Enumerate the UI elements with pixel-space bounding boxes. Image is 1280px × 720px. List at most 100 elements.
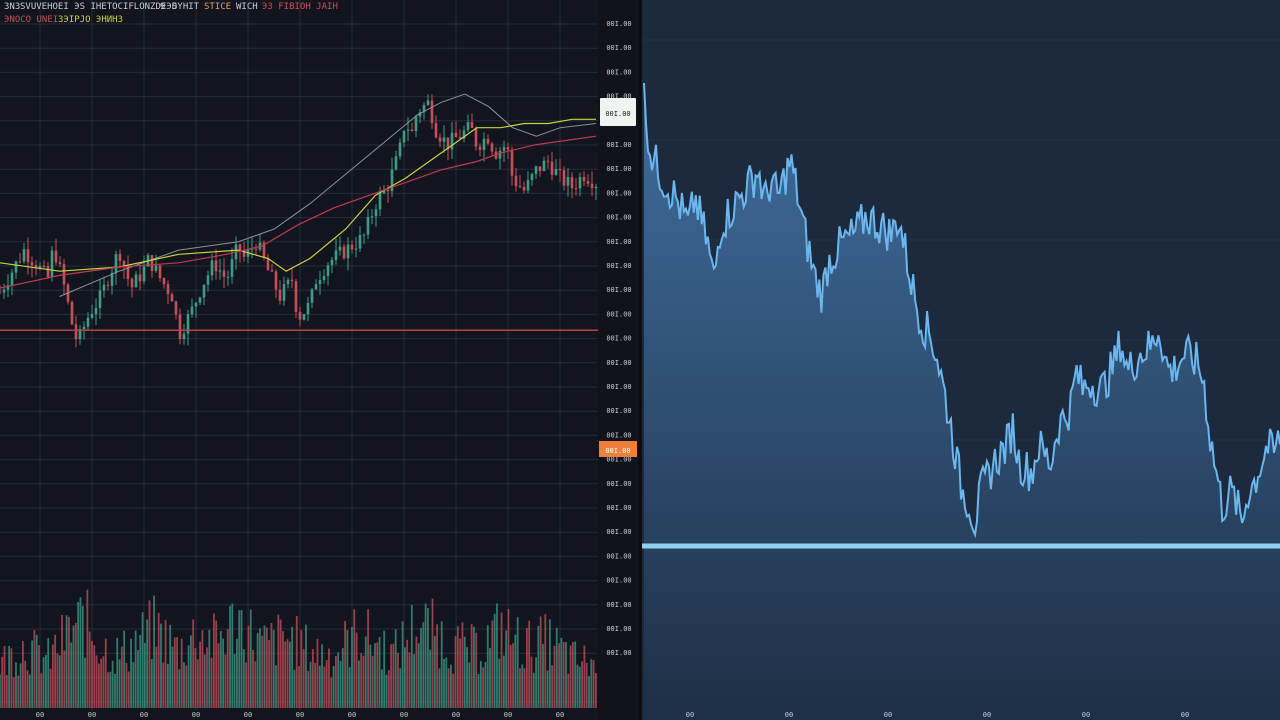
volume-bar — [203, 654, 206, 708]
volume-bar — [344, 620, 346, 708]
volume-bar — [567, 673, 570, 708]
candle-body — [142, 266, 146, 282]
candle-body — [178, 314, 182, 339]
current-price-tag: 00I.00 — [600, 98, 636, 126]
candle-body — [282, 284, 286, 301]
volume-bar — [284, 641, 287, 708]
candle-body — [522, 186, 526, 191]
candle-body — [10, 272, 14, 286]
volume-bar — [279, 619, 282, 708]
time-axis-label: 00 — [785, 711, 793, 719]
volume-bar — [38, 645, 40, 708]
volume-bar — [155, 646, 158, 708]
volume-bar — [111, 660, 114, 708]
volume-bar — [325, 660, 328, 708]
volume-bar — [277, 614, 280, 708]
volume-bar — [270, 623, 273, 708]
volume-bar — [321, 644, 323, 708]
candle-body — [150, 255, 154, 271]
time-axis-label: 00 — [556, 711, 564, 719]
volume-bar — [79, 597, 82, 708]
volume-bar — [148, 600, 151, 708]
candle-body — [514, 175, 518, 187]
volume-bar — [555, 627, 558, 708]
candle-body — [362, 234, 366, 236]
candle-body — [94, 307, 98, 315]
volume-bar — [450, 664, 452, 708]
candle-body — [102, 284, 106, 291]
volume-bar — [353, 609, 356, 708]
time-axis-label: 00 — [884, 711, 892, 719]
candle-body — [382, 189, 386, 194]
candle-body — [398, 142, 402, 157]
price-axis-label: 00I.00 — [606, 601, 631, 609]
volume-bar — [84, 657, 86, 708]
candle-body — [130, 278, 134, 288]
candle-body — [530, 173, 534, 181]
time-axis-label: 00 — [400, 711, 408, 719]
price-axis-label: 00I.00 — [606, 335, 631, 343]
volume-bar — [330, 677, 333, 708]
volume-bar — [357, 660, 360, 708]
candle-body — [574, 188, 578, 190]
volume-bar — [97, 663, 100, 708]
volume-bar — [173, 637, 176, 708]
candle-body — [114, 254, 118, 273]
candle-body — [402, 130, 406, 143]
volume-bar — [86, 589, 89, 708]
candle-body — [58, 262, 62, 265]
candle-body — [278, 289, 282, 301]
candle-body — [370, 216, 374, 218]
candle-body — [254, 248, 258, 250]
volume-bar — [238, 610, 241, 708]
volume-bar — [102, 656, 105, 708]
volume-bar — [364, 636, 367, 708]
volume-bar — [468, 662, 471, 708]
price-axis-label: 00I.00 — [606, 262, 631, 270]
volume-bar — [245, 662, 248, 708]
candle-body — [54, 250, 58, 263]
volume-bar — [242, 649, 245, 708]
price-axis-label: 00I.00 — [606, 238, 631, 246]
candle-body — [22, 249, 26, 262]
volume-bar — [445, 657, 448, 708]
candle-body — [446, 137, 450, 150]
volume-bar — [219, 631, 222, 708]
volume-bar — [104, 638, 107, 708]
volume-bar — [500, 612, 503, 708]
volume-bar — [298, 666, 300, 708]
volume-bar — [562, 642, 565, 708]
price-axis-label: 00I.00 — [606, 577, 631, 585]
volume-bar — [28, 674, 31, 708]
candle-body — [50, 250, 54, 278]
volume-bar — [433, 635, 436, 708]
volume-bar — [397, 652, 399, 708]
candle-body — [330, 259, 334, 266]
volume-bar — [348, 667, 351, 708]
candle-body — [466, 122, 470, 131]
volume-bar — [45, 655, 47, 708]
candle-body — [182, 333, 186, 339]
volume-bar — [54, 634, 57, 708]
candle-body — [342, 246, 346, 259]
volume-bar — [374, 643, 376, 708]
volume-series — [0, 589, 597, 708]
moving-average-slow-line — [0, 135, 597, 289]
volume-bar — [581, 661, 583, 708]
volume-bar — [537, 625, 540, 708]
candle-body — [326, 265, 330, 277]
header-type: SYHIT — [172, 2, 200, 12]
volume-bar — [528, 620, 531, 708]
volume-bar — [275, 665, 277, 708]
volume-bar — [424, 603, 427, 708]
candle-body — [518, 186, 522, 188]
volume-bar — [507, 608, 510, 708]
chart-header: ЗNЗ SVUVEHOEI ЭS IHETOCIFLONZDEЭD 9 SYHI… — [4, 2, 338, 25]
volume-bar — [341, 648, 344, 708]
volume-bar — [360, 653, 363, 708]
candle-body — [314, 284, 318, 290]
moving-average-fast-line — [0, 118, 596, 272]
candle-body — [78, 329, 82, 340]
volume-bar — [436, 624, 439, 708]
candle-body — [386, 189, 390, 192]
